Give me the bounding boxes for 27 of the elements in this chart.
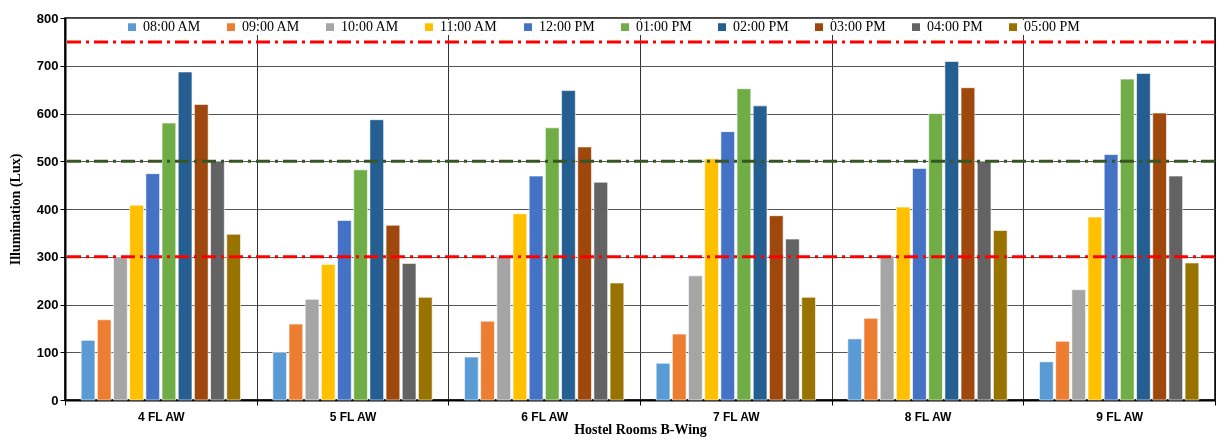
- legend-label: 11:00 AM: [440, 19, 498, 35]
- y-axis-title: Illumination (Lux): [7, 153, 24, 266]
- y-tick-label: 500: [36, 153, 59, 169]
- y-tick-label: 700: [36, 58, 59, 74]
- legend-label: 02:00 PM: [733, 19, 790, 35]
- x-tick-label: 7 FL AW: [713, 409, 761, 424]
- x-axis-title: Hostel Rooms B-Wing: [574, 421, 707, 437]
- y-tick-label: 0: [51, 392, 59, 408]
- legend-label: 01:00 PM: [636, 19, 693, 35]
- legend-label: 04:00 PM: [927, 19, 984, 35]
- x-tick-label: 9 FL AW: [1096, 409, 1144, 424]
- y-tick-label: 300: [36, 249, 59, 265]
- legend-label: 05:00 PM: [1024, 19, 1081, 35]
- legend-label: 12:00 PM: [539, 19, 596, 35]
- x-tick-label: 8 FL AW: [904, 409, 953, 424]
- y-tick-label: 800: [36, 10, 59, 26]
- y-tick-label: 600: [36, 106, 59, 121]
- legend-label: 08:00 AM: [143, 19, 201, 35]
- y-tick-label: 100: [36, 344, 59, 360]
- x-tick-label: 5 FL AW: [329, 409, 378, 424]
- y-tick-label: 400: [36, 201, 59, 217]
- legend-label: 10:00 AM: [341, 19, 399, 35]
- legend-label: 09:00 AM: [242, 19, 300, 35]
- x-tick-label: 4 FL AW: [138, 409, 186, 424]
- legend-label: 03:00 PM: [830, 19, 887, 35]
- x-tick-label: 6 FL AW: [521, 409, 569, 424]
- y-tick-label: 200: [36, 297, 59, 312]
